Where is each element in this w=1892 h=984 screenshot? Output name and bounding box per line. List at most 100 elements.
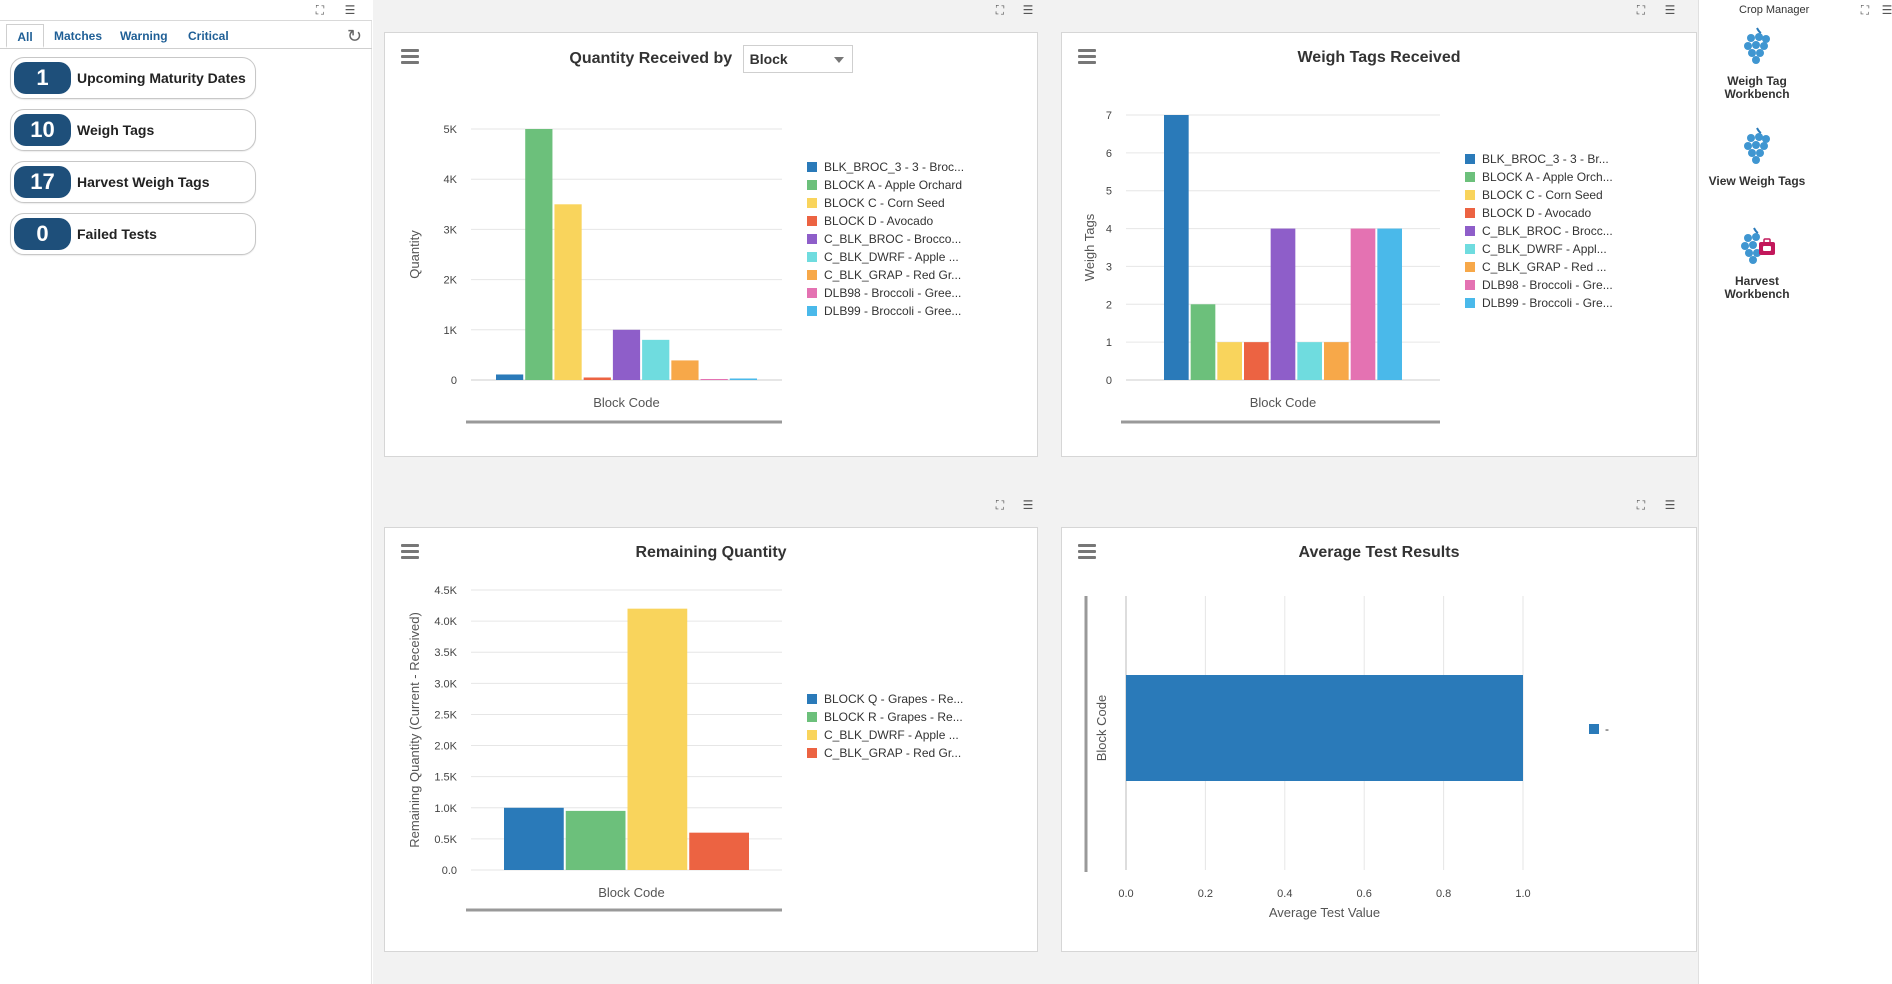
left-panel-toolbar: ⛶ ☰ <box>0 0 372 21</box>
bar <box>627 608 688 870</box>
y-tick-label: 3.5K <box>434 647 457 659</box>
hamburger-menu-icon[interactable] <box>401 49 419 65</box>
bar <box>1350 228 1376 380</box>
y-tick-label: 2.5K <box>434 709 457 721</box>
y-tick-label: 3.0K <box>434 678 457 690</box>
legend-swatch <box>1465 208 1475 218</box>
alert-upcoming-maturity[interactable]: 1 Upcoming Maturity Dates <box>10 57 256 99</box>
legend-item: C_BLK_DWRF - Apple ... <box>824 728 959 742</box>
bar <box>729 378 757 380</box>
chart-title: Average Test Results <box>1298 544 1460 561</box>
hamburger-menu-icon[interactable] <box>401 544 419 560</box>
chart-title: Weigh Tags Received <box>1297 49 1461 66</box>
maximize-icon[interactable]: ⛶ <box>995 3 1005 17</box>
y-tick-label: 4 <box>1106 224 1112 236</box>
remaining-quantity-bar-chart: 0.0 0.5K 1.0K 1.5K 2.0K 2.5K 3.0K 3.5K 4.0K 4.5K B… <box>407 585 963 912</box>
legend-item: C_BLK_GRAP - Red ... <box>1482 260 1607 274</box>
weigh-tags-bar-chart: 0 1 2 3 4 5 6 7 Block Code Weigh Tags BLK_BROC_3 -… <box>1082 110 1613 424</box>
alert-harvest-weigh-tags[interactable]: 17 Harvest Weigh Tags <box>10 161 256 203</box>
legend-item: C_BLK_BROC - Brocco... <box>824 232 961 246</box>
quantity-received-card: Quantity Received by Block 0 1K 2K 3K 4K 5K Bl… <box>384 32 1038 457</box>
maximize-icon[interactable]: ⛶ <box>1636 3 1646 17</box>
legend-swatch <box>1589 724 1599 734</box>
legend-item: BLOCK C - Corn Seed <box>1482 188 1603 202</box>
legend-swatch <box>1465 190 1475 200</box>
hamburger-menu-icon[interactable] <box>1078 49 1096 65</box>
maximize-icon[interactable]: ⛶ <box>1860 3 1870 17</box>
bar <box>1126 675 1523 781</box>
panel-menu-icon[interactable]: ☰ <box>1022 498 1034 512</box>
bar <box>496 374 524 380</box>
y-axis-label: Quantity <box>407 230 422 279</box>
y-tick-label: 5K <box>444 124 458 136</box>
bar <box>671 360 699 380</box>
alert-count-badge: 1 <box>14 62 71 94</box>
legend-item: C_BLK_DWRF - Apple ... <box>824 250 959 264</box>
legend-item: DLB99 - Broccoli - Gree... <box>824 304 961 318</box>
legend-swatch <box>807 252 817 262</box>
x-tick-label: 0.6 <box>1357 888 1372 900</box>
maximize-icon[interactable]: ⛶ <box>995 498 1005 512</box>
y-tick-label: 2.0K <box>434 741 457 753</box>
alert-label: Harvest Weigh Tags <box>77 174 210 190</box>
select-value: Block <box>749 51 788 67</box>
crop-manager-panel: Crop Manager ⛶ ☰ Weigh Tag Workbench Vi <box>1698 0 1892 984</box>
tab-all[interactable]: All <box>6 24 44 48</box>
group-by-select[interactable]: Block <box>742 45 853 73</box>
bar <box>612 329 641 380</box>
legend-item: C_BLK_GRAP - Red Gr... <box>824 268 961 282</box>
maximize-icon[interactable]: ⛶ <box>1636 498 1646 512</box>
y-tick-label: 2K <box>444 275 458 287</box>
bar <box>583 377 611 380</box>
panel-menu-icon[interactable]: ☰ <box>1664 498 1676 512</box>
chart-dashboard: ⛶ ☰ ⛶ ☰ ⛶ ☰ ⛶ ☰ Quantity Received by Blo… <box>373 0 1698 984</box>
alerts-panel: ⛶ ☰ All Matches Warning Critical ↻ 1 Upc… <box>0 0 372 984</box>
legend-item: C_BLK_DWRF - Appl... <box>1482 242 1607 256</box>
alert-failed-tests[interactable]: 0 Failed Tests <box>10 213 256 255</box>
alert-weigh-tags[interactable]: 10 Weigh Tags <box>10 109 256 151</box>
grapes-briefcase-icon <box>1741 227 1775 264</box>
tab-matches[interactable]: Matches <box>54 29 103 43</box>
maximize-icon[interactable]: ⛶ <box>315 3 325 17</box>
weigh-tag-workbench-link[interactable]: Weigh Tag Workbench <box>1697 26 1817 101</box>
launch-label: Workbench <box>1724 287 1790 301</box>
alert-tabs: All Matches Warning Critical ↻ <box>0 22 372 49</box>
legend-swatch <box>807 216 817 226</box>
panel-menu-icon[interactable]: ☰ <box>1881 3 1892 17</box>
x-axis-label: Average Test Value <box>1269 905 1380 920</box>
alert-label: Upcoming Maturity Dates <box>77 70 246 86</box>
view-weigh-tags-link[interactable]: View Weigh Tags <box>1697 126 1817 188</box>
harvest-workbench-link[interactable]: Harvest Workbench <box>1697 226 1817 301</box>
launch-label: View Weigh Tags <box>1708 174 1806 188</box>
refresh-icon[interactable]: ↻ <box>346 26 362 46</box>
legend-swatch <box>807 288 817 298</box>
legend-swatch <box>1465 262 1475 272</box>
y-axis-label: Block Code <box>1094 695 1109 761</box>
x-tick-label: 1.0 <box>1515 888 1530 900</box>
tab-warning[interactable]: Warning <box>120 29 168 43</box>
x-tick-label: 0.4 <box>1277 888 1292 900</box>
legend-item: - <box>1605 722 1609 736</box>
panel-menu-icon[interactable]: ☰ <box>344 3 356 17</box>
launch-label: Weigh Tag <box>1727 74 1787 88</box>
hamburger-menu-icon[interactable] <box>1078 544 1096 560</box>
launch-label: Workbench <box>1724 87 1790 101</box>
bar <box>1164 115 1189 380</box>
y-tick-label: 5 <box>1106 186 1112 198</box>
weigh-tags-card: Weigh Tags Received 0 1 2 3 4 5 6 7 Block Code We… <box>1061 32 1697 457</box>
y-tick-label: 4K <box>444 174 458 186</box>
legend-swatch <box>807 694 817 704</box>
y-tick-label: 3K <box>444 224 458 236</box>
legend-item: BLOCK Q - Grapes - Re... <box>824 692 963 706</box>
bar <box>1324 342 1349 380</box>
legend-swatch <box>807 234 817 244</box>
alert-label: Weigh Tags <box>77 122 155 138</box>
legend-swatch <box>807 748 817 758</box>
tab-critical[interactable]: Critical <box>188 29 229 43</box>
bar <box>565 810 626 870</box>
legend-swatch <box>807 180 817 190</box>
panel-menu-icon[interactable]: ☰ <box>1022 3 1034 17</box>
alert-count-badge: 10 <box>14 114 71 146</box>
panel-menu-icon[interactable]: ☰ <box>1664 3 1676 17</box>
chart-title: Remaining Quantity <box>635 544 787 561</box>
